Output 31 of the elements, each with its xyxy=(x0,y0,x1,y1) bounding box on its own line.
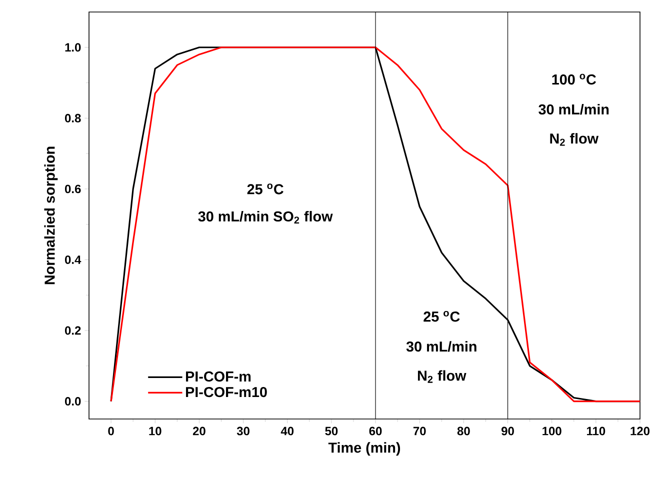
x-tick-label: 0 xyxy=(108,426,114,436)
y-tick-label: 0.4 xyxy=(64,255,82,264)
annotation: 25 $^{o}$C xyxy=(424,310,460,322)
x-tick-label: 40 xyxy=(280,426,294,436)
y-axis-title: Normalzied sorption xyxy=(44,146,58,284)
x-tick-label: 90 xyxy=(502,426,514,436)
annotation: 30 mL/min SO$_{2}$ flow xyxy=(198,210,333,224)
x-tick-label: 50 xyxy=(325,426,338,436)
annotation: N$_{2}$ flow xyxy=(418,370,466,383)
y-tick-label: 0.8 xyxy=(64,114,81,122)
annotation: 25 $^{o}$C xyxy=(247,184,284,194)
y-tick-label: 0.0 xyxy=(64,397,81,406)
annotation: 100 $^{o}$C xyxy=(552,74,596,85)
x-tick-label: 60 xyxy=(369,426,382,436)
x-tick-label: 30 xyxy=(236,426,250,436)
legend-label: PI-COF-m xyxy=(186,371,251,382)
y-tick-label: 0.6 xyxy=(64,184,81,194)
x-tick-label: 110 xyxy=(586,426,606,436)
x-tick-label: 100 xyxy=(542,426,562,436)
x-tick-label: 70 xyxy=(413,426,426,436)
annotation: 30 mL/min xyxy=(538,104,609,115)
x-tick-label: 120 xyxy=(630,426,650,436)
x-tick-label: 10 xyxy=(149,426,162,436)
x-tick-label: 80 xyxy=(457,426,470,436)
annotation: N$_{2}$ flow xyxy=(550,133,599,146)
x-axis-title: Time (min) xyxy=(328,442,400,456)
y-tick-label: 1.0 xyxy=(65,43,81,52)
annotation: 30 mL/min xyxy=(406,341,476,352)
x-tick-label: 20 xyxy=(192,426,206,436)
legend-label: PI-COF-m10 xyxy=(186,386,267,398)
y-tick-label: 0.2 xyxy=(64,326,81,335)
